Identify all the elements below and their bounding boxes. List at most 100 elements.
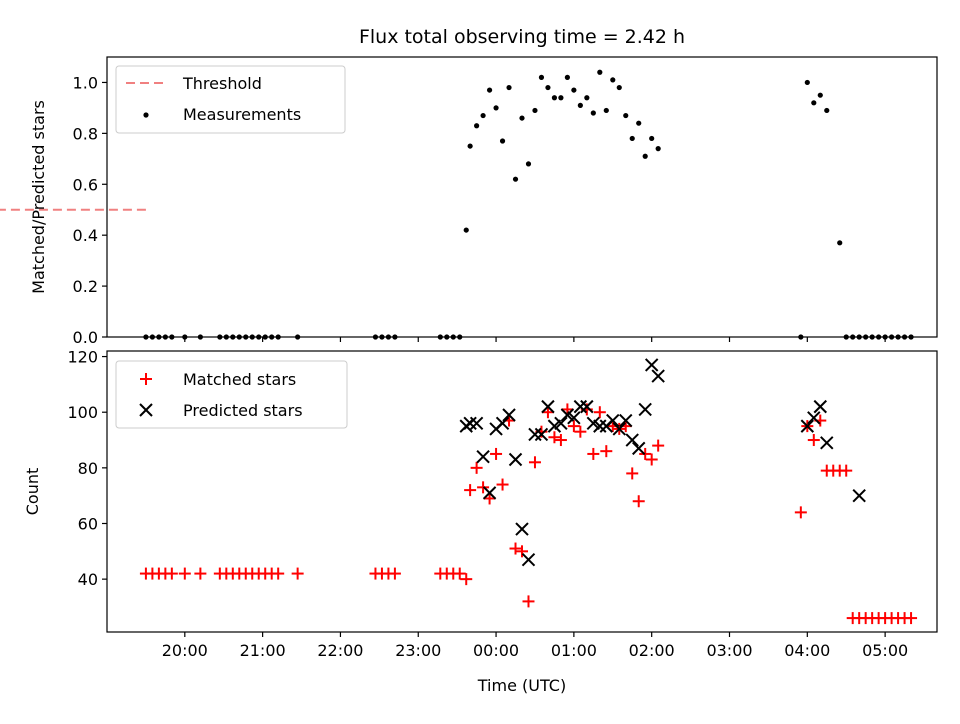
- legend-threshold-label: Threshold: [182, 74, 262, 93]
- predicted-star-point: [593, 419, 607, 433]
- measurement-point: [616, 84, 622, 91]
- matched-star-point: [645, 453, 658, 466]
- y-tick-label: 60: [78, 514, 98, 533]
- matched-star-point: [509, 542, 522, 555]
- matched-star-point: [840, 464, 853, 477]
- predicted-star-point: [567, 411, 581, 425]
- measurement-points: [143, 69, 914, 340]
- y-tick-label: 100: [67, 403, 98, 422]
- matched-star-point: [807, 434, 820, 447]
- x-tick-label: 00:00: [473, 641, 519, 660]
- matched-star-point: [600, 445, 613, 458]
- bottom-panel: 40 60 80 100 120 20:00 21:00 22:00 23:00 00:00 01…: [23, 348, 938, 695]
- y-tick-label: 0.4: [73, 226, 98, 245]
- predicted-star-point: [502, 408, 516, 422]
- x-tick-label: 03:00: [706, 641, 752, 660]
- predicted-star-point: [495, 416, 510, 431]
- top-legend-box: [115, 65, 346, 134]
- bottom-legend: Matched stars Predicted stars: [115, 360, 348, 429]
- y-tick-label: 80: [78, 459, 98, 478]
- matched-star-point: [388, 567, 401, 580]
- predicted-stars-points: [459, 358, 866, 567]
- matched-stars-points: [139, 403, 918, 625]
- matched-star-point: [194, 567, 207, 580]
- y-tick-label: 0.6: [73, 175, 98, 194]
- x-tick-label: 20:00: [162, 641, 208, 660]
- matched-star-point: [541, 406, 554, 419]
- predicted-star-point: [638, 402, 652, 417]
- matched-star-point: [794, 506, 807, 519]
- legend-predicted-swatch: [139, 403, 153, 417]
- measurement-point: [817, 92, 823, 98]
- legend-matched-label: Matched stars: [183, 370, 296, 389]
- measurement-point: [519, 115, 525, 121]
- measurement-point: [642, 153, 648, 159]
- measurement-point: [629, 135, 635, 142]
- legend-predicted-label: Predicted stars: [183, 401, 303, 420]
- measurement-point: [655, 146, 661, 152]
- measurement-point: [597, 69, 603, 75]
- measurement-point: [590, 110, 596, 116]
- predicted-star-point: [541, 399, 555, 414]
- legend-measurements-label: Measurements: [183, 105, 301, 124]
- predicted-star-point: [482, 486, 497, 500]
- predicted-star-point: [651, 369, 665, 383]
- y-tick-label: 0.8: [73, 124, 98, 143]
- measurement-point: [649, 135, 655, 142]
- measurement-point: [623, 112, 629, 119]
- matched-star-point: [587, 447, 600, 460]
- measurement-point: [571, 87, 577, 93]
- matched-star-point: [516, 545, 528, 558]
- matched-star-point: [528, 456, 541, 469]
- matched-star-point: [496, 478, 509, 491]
- measurement-point: [474, 123, 480, 129]
- x-tick-label: 04:00: [784, 641, 830, 660]
- measurement-point: [824, 107, 830, 114]
- measurement-point: [538, 74, 545, 80]
- predicted-star-point: [521, 552, 536, 567]
- predicted-star-point: [813, 399, 827, 414]
- matched-star-point: [574, 425, 587, 438]
- legend-measurements-swatch: [143, 112, 149, 118]
- measurement-point: [463, 227, 469, 233]
- predicted-star-point: [852, 488, 866, 503]
- y-tick-label: 1.0: [73, 73, 98, 92]
- predicted-star-point: [469, 416, 484, 431]
- predicted-star-point: [625, 433, 639, 447]
- measurement-point: [603, 107, 609, 114]
- top-panel: 0.0 0.2 0.4 0.6 0.8 1.0 Matched/Predicted sta…: [0, 56, 938, 347]
- predicted-star-point: [619, 413, 633, 428]
- measurement-point: [558, 95, 564, 101]
- x-tick-label: 23:00: [395, 641, 441, 660]
- matched-star-point: [593, 406, 606, 419]
- y-tick-label: 120: [67, 348, 98, 367]
- predicted-star-point: [800, 419, 815, 433]
- top-x-ticks: [184, 337, 886, 342]
- predicted-star-point: [554, 416, 568, 431]
- predicted-star-point: [534, 427, 549, 442]
- legend-matched-swatch: [140, 373, 152, 385]
- predicted-star-point: [612, 422, 626, 436]
- measurement-point: [506, 84, 512, 91]
- predicted-star-point: [463, 416, 477, 431]
- matched-star-point: [905, 612, 918, 625]
- matched-star-point: [453, 567, 466, 580]
- measurement-point: [499, 138, 506, 144]
- bottom-x-ticks: 20:00 21:00 22:00 23:00 00:00 01:00 02:00 03:00…: [162, 632, 908, 660]
- matched-star-point: [483, 492, 496, 505]
- measurement-point: [493, 105, 499, 111]
- predicted-star-point: [580, 399, 594, 414]
- predicted-star-point: [820, 436, 834, 450]
- matched-star-point: [477, 481, 490, 494]
- bottom-axes-frame: [106, 350, 938, 633]
- measurement-point: [837, 240, 843, 246]
- measurement-point: [577, 102, 583, 108]
- chart-title: Flux total observing time = 2.42 h: [359, 26, 685, 48]
- bottom-y-ticks: 40 60 80 100 120: [67, 348, 107, 589]
- top-y-ticks: 0.0 0.2 0.4 0.6 0.8 1.0: [73, 73, 107, 347]
- predicted-star-point: [606, 413, 620, 428]
- predicted-star-point: [508, 452, 523, 467]
- matched-star-point: [567, 420, 580, 433]
- matched-star-point: [626, 467, 639, 480]
